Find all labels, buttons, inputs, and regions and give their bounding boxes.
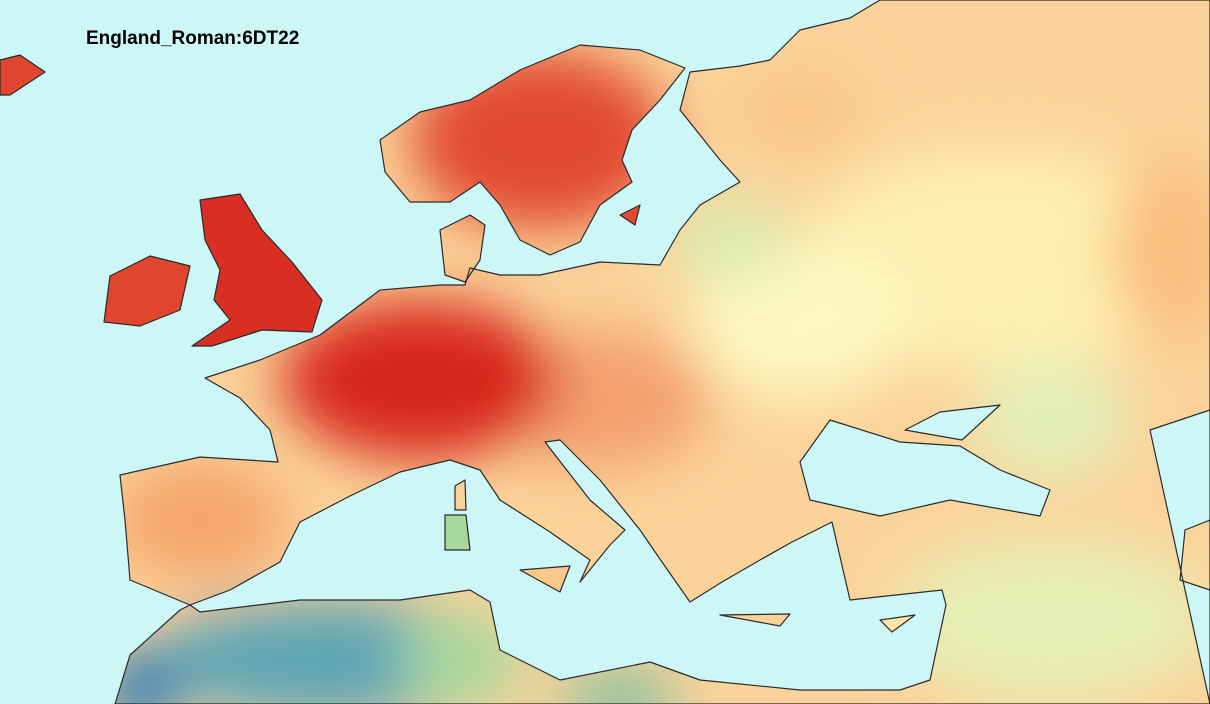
sea-of-azov bbox=[904, 404, 1001, 441]
islands bbox=[0, 54, 916, 633]
map-title: England_Roman:6DT22 bbox=[86, 28, 300, 49]
black-sea bbox=[799, 419, 1051, 517]
caspian-edge bbox=[1149, 409, 1210, 704]
seas bbox=[189, 404, 1210, 704]
mediterranean bbox=[189, 439, 947, 691]
